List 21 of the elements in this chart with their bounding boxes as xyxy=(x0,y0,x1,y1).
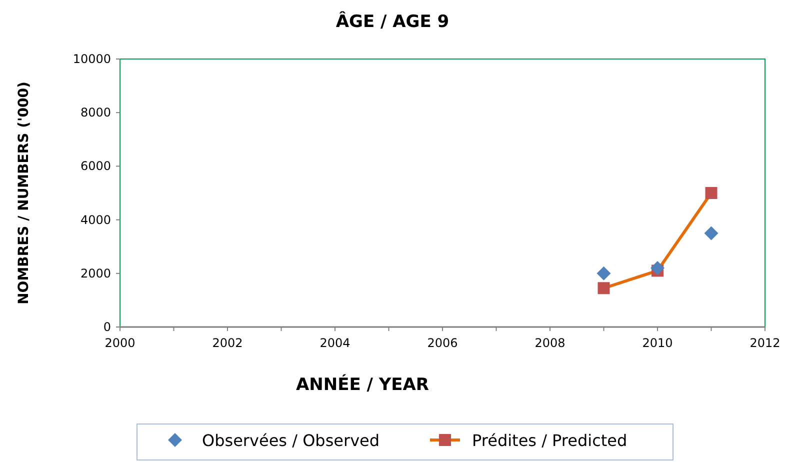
point xyxy=(650,261,664,276)
y-tick-label: 10000 xyxy=(72,52,111,66)
x-tick-label: 2000 xyxy=(104,336,136,350)
y-tick-label: 4000 xyxy=(80,212,111,227)
y-axis-title: NOMBRES / NUMBERS ('000) xyxy=(16,82,32,304)
x-tick-label: 2008 xyxy=(534,336,566,350)
x-tick-label: 2004 xyxy=(320,336,350,350)
point xyxy=(704,226,718,240)
x-tick-label: 2006 xyxy=(427,336,458,350)
y-tick-label: 0 xyxy=(103,320,111,334)
y-tick-label: 6000 xyxy=(80,159,111,174)
y-tick-label: 2000 xyxy=(80,266,111,280)
chart-title: ÂGE / AGE 9 xyxy=(336,11,450,32)
x-tick-label: 2010 xyxy=(642,336,673,350)
legend-label: Prédites / Predicted xyxy=(472,431,628,450)
x-tick-label: 2012 xyxy=(750,336,780,350)
x-tick-label: 2002 xyxy=(212,336,243,350)
legend-label: Observées / Observed xyxy=(202,431,380,450)
point xyxy=(596,266,611,280)
x-axis-title: ANNÉE / YEAR xyxy=(296,374,430,395)
y-tick-label: 8000 xyxy=(80,106,111,120)
